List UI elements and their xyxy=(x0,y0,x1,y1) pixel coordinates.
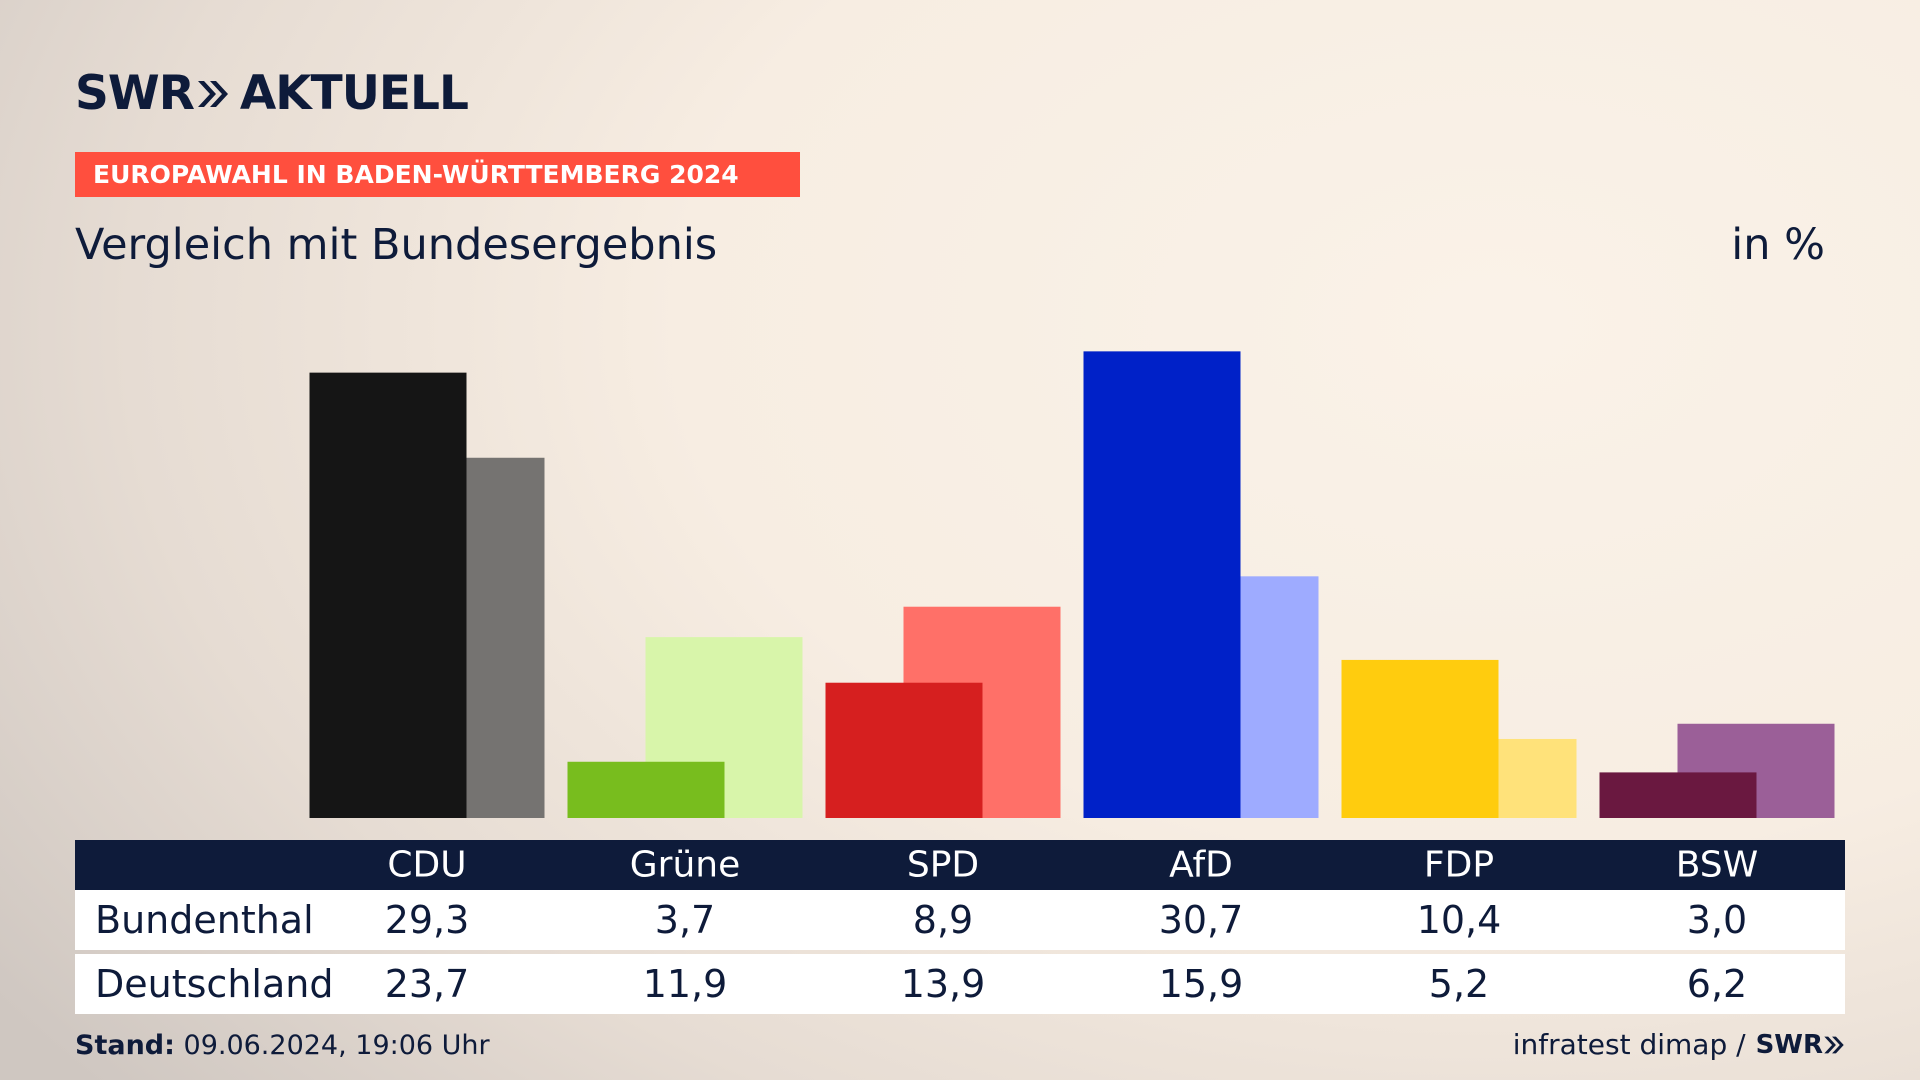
double-chevron-icon xyxy=(196,66,230,121)
tick-label-bsw: BSW xyxy=(1675,844,1759,886)
data-label-bundenthal-gruene: 3,7 xyxy=(654,898,716,942)
row-label-deutschland: Deutschland xyxy=(95,962,334,1006)
unit-label: in % xyxy=(1731,220,1825,270)
row-label-bundenthal: Bundenthal xyxy=(95,898,314,942)
results-table: CDU Grüne SPD AfD FDP BSW Bundenthal 29,3 3,7 8… xyxy=(75,840,1845,1014)
bar-bundenthal-gruene xyxy=(567,761,725,818)
tick-label-gruene: Grüne xyxy=(629,844,741,886)
table-row-bundenthal: Bundenthal 29,3 3,7 8,9 30,7 10,4 3,0 xyxy=(75,890,1845,950)
timestamp-value: 09.06.2024, 19:06 Uhr xyxy=(183,1030,490,1061)
double-chevron-icon xyxy=(1824,1036,1844,1053)
source-credit: infratest dimap / SWR xyxy=(1513,1028,1845,1061)
data-label-deutschland-spd: 13,9 xyxy=(900,962,986,1006)
bar-bundenthal-spd xyxy=(825,682,983,818)
timestamp-label: Stand: xyxy=(75,1030,175,1061)
logo-swr-text: SWR xyxy=(75,66,195,121)
tick-label-spd: SPD xyxy=(906,844,980,886)
tick-label-cdu: CDU xyxy=(387,844,467,886)
data-label-deutschland-fdp: 5,2 xyxy=(1428,962,1490,1006)
data-label-bundenthal-bsw: 3,0 xyxy=(1686,898,1748,942)
bar-bundenthal-bsw xyxy=(1599,772,1757,818)
data-label-bundenthal-spd: 8,9 xyxy=(912,898,974,942)
chart-subtitle: Vergleich mit Bundesergebnis xyxy=(75,220,718,270)
data-label-deutschland-cdu: 23,7 xyxy=(384,962,470,1006)
data-label-deutschland-bsw: 6,2 xyxy=(1686,962,1748,1006)
data-label-deutschland-afd: 15,9 xyxy=(1158,962,1244,1006)
bar-bundenthal-fdp xyxy=(1341,659,1499,818)
data-label-bundenthal-fdp: 10,4 xyxy=(1416,898,1502,942)
swr-mini-text: SWR xyxy=(1755,1029,1823,1060)
bar-bundenthal-afd xyxy=(1083,351,1241,818)
tick-label-fdp: FDP xyxy=(1423,844,1495,886)
data-label-bundenthal-cdu: 29,3 xyxy=(384,898,470,942)
logo-aktuell-text: AKTUELL xyxy=(239,66,469,121)
election-badge: EUROPAWAHL IN BADEN-WÜRTTEMBERG 2024 xyxy=(75,152,800,197)
table-row-deutschland: Deutschland 23,7 11,9 13,9 15,9 5,2 6,2 xyxy=(75,954,1845,1014)
source-text: infratest dimap / xyxy=(1512,1028,1746,1061)
timestamp: Stand: 09.06.2024, 19:06 Uhr xyxy=(75,1030,490,1061)
bar-bundenthal-cdu xyxy=(309,372,467,818)
data-label-deutschland-gruene: 11,9 xyxy=(642,962,728,1006)
table-header-row: CDU Grüne SPD AfD FDP BSW xyxy=(75,840,1845,890)
tick-label-afd: AfD xyxy=(1169,844,1233,886)
data-label-bundenthal-afd: 30,7 xyxy=(1158,898,1244,942)
swr-mini-logo: SWR xyxy=(1756,1030,1845,1060)
swr-aktuell-logo: SWR AKTUELL xyxy=(75,66,469,121)
